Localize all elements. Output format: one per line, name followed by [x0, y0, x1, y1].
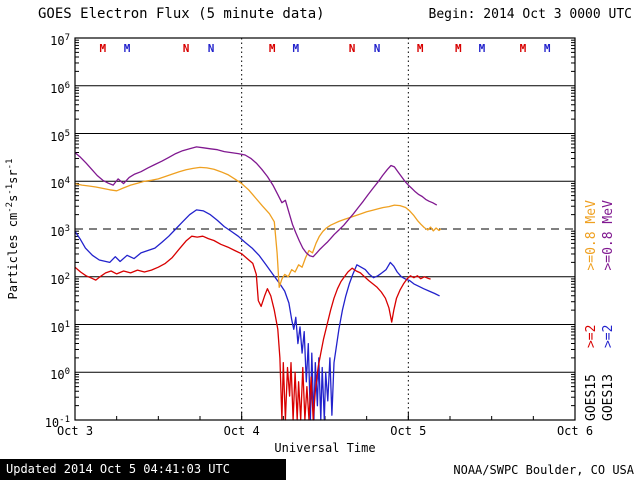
event-marker: N: [208, 42, 215, 55]
source-attribution: NOAA/SWPC Boulder, CO USA: [453, 463, 634, 477]
event-marker: M: [417, 42, 424, 55]
updated-timestamp-bar: Updated 2014 Oct 5 04:41:03 UTC: [0, 459, 286, 480]
y-tick-label: 101: [50, 319, 70, 335]
y-axis-title: Particles cm-2s-1sr-1: [5, 158, 20, 300]
event-marker: M: [293, 42, 300, 55]
legend-goes15: GOES15 >=2 >=0.8 MeV: [584, 121, 600, 421]
y-tick-label: 10-1: [44, 415, 70, 430]
event-marker: N: [183, 42, 190, 55]
x-tick-label: Oct 4: [223, 424, 260, 438]
y-tick-label: 107: [50, 33, 70, 48]
legend-goes15-ge2mev: >=2: [584, 324, 599, 349]
event-marker: M: [520, 42, 527, 55]
event-marker: M: [269, 42, 276, 55]
y-tick-label: 103: [50, 224, 70, 239]
chart-title: GOES Electron Flux (5 minute data): [38, 6, 325, 22]
y-tick-label: 102: [50, 271, 70, 287]
legend-goes13-ge08mev: >=0.8 MeV: [601, 200, 616, 271]
begin-time-label: Begin: 2014 Oct 3 0000 UTC: [428, 7, 633, 22]
x-axis-title: Universal Time: [274, 441, 376, 455]
legend-goes13-label: GOES13: [601, 374, 616, 421]
event-marker: M: [99, 42, 106, 55]
event-marker: M: [124, 42, 131, 55]
event-marker: M: [455, 42, 462, 55]
event-marker: N: [374, 42, 381, 55]
x-tick-label: Oct 3: [56, 424, 94, 438]
event-marker: M: [544, 42, 551, 55]
legend-goes15-ge08mev: >=0.8 MeV: [584, 200, 599, 271]
y-tick-label: 104: [50, 176, 70, 192]
event-marker: N: [349, 42, 356, 55]
series-line: [74, 146, 438, 258]
plot-frame: [74, 37, 576, 421]
y-tick-label: 100: [50, 367, 70, 383]
series-line: [74, 235, 431, 421]
event-marker: M: [479, 42, 486, 55]
legend-goes15-label: GOES15: [584, 374, 599, 421]
y-axis-tick-labels: 10-1 100 101 102 103 104 105 106 107: [0, 0, 71, 480]
y-tick-label: 105: [50, 128, 70, 144]
series-line: [74, 209, 440, 421]
x-axis-tick-labels: Oct 3 Oct 4 Oct 5 Oct 6: [0, 424, 640, 440]
legend-goes13: GOES13 >=2 >=0.8 MeV: [601, 121, 617, 421]
legend-goes13-ge2mev: >=2: [601, 324, 616, 349]
y-tick-label: 106: [50, 80, 70, 96]
series-line: [74, 166, 442, 288]
x-tick-label: Oct 6: [556, 424, 594, 438]
x-tick-label: Oct 5: [390, 424, 427, 438]
